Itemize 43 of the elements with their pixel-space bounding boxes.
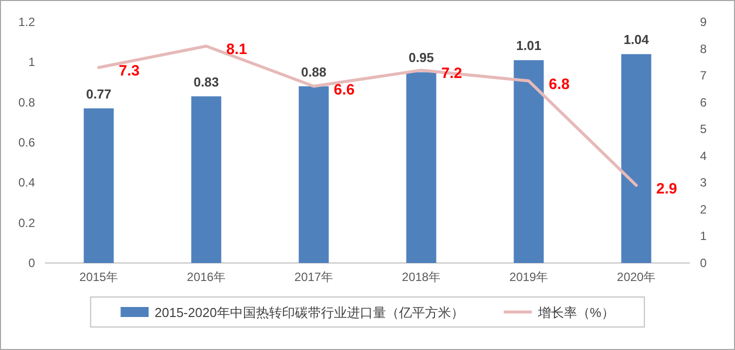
- y2-tick-label: 6: [700, 95, 707, 110]
- x-tick-label: 2017年: [294, 270, 334, 284]
- y2-tick-label: 9: [700, 15, 707, 29]
- legend-label: 增长率（%）: [536, 305, 614, 320]
- x-tick-label: 2015年: [79, 270, 118, 284]
- y-tick-label: 0.6: [18, 136, 36, 150]
- y2-tick-label: 3: [700, 176, 707, 190]
- bar: [191, 96, 222, 263]
- data-label: 7.3: [118, 62, 140, 80]
- data-label: 1.04: [624, 32, 650, 48]
- data-label: 0.83: [194, 74, 219, 90]
- x-tick-label: 2016年: [186, 270, 226, 284]
- x-tick-label: 2018年: [402, 270, 441, 284]
- bar: [84, 108, 114, 263]
- legend-label: 2015-2020年中国热转印碳带行业进口量（亿平方米）: [154, 305, 464, 320]
- data-label: 2.9: [656, 180, 678, 198]
- y2-tick-label: 2: [700, 202, 707, 216]
- data-label: 6.6: [334, 81, 355, 98]
- y2-tick-label: 4: [700, 148, 707, 163]
- data-label: 1.01: [516, 38, 542, 54]
- bar: [298, 86, 329, 263]
- x-tick-label: 2020年: [616, 270, 656, 284]
- data-label: 8.1: [226, 41, 248, 58]
- y2-tick-label: 5: [700, 122, 707, 136]
- bar: [514, 60, 544, 263]
- y2-tick-label: 0: [700, 256, 707, 270]
- y-tick-label: 0: [28, 256, 36, 270]
- bar: [621, 54, 652, 263]
- y2-tick-label: 8: [700, 42, 707, 56]
- data-label: 7.2: [441, 65, 462, 82]
- y2-tick-label: 7: [700, 68, 707, 83]
- y-tick-label: 1: [28, 55, 36, 70]
- y-tick-label: 0.8: [18, 95, 36, 110]
- data-label: 0.77: [86, 86, 112, 102]
- y-tick-label: 1.2: [18, 15, 36, 29]
- x-tick-label: 2019年: [509, 270, 548, 284]
- data-label: 6.8: [548, 76, 570, 93]
- y-tick-label: 0.2: [18, 216, 36, 230]
- data-label: 0.88: [301, 64, 326, 80]
- bar: [406, 72, 436, 263]
- data-label: 0.95: [408, 50, 434, 66]
- y-tick-label: 0.4: [18, 176, 36, 190]
- y2-tick-label: 1: [700, 229, 707, 244]
